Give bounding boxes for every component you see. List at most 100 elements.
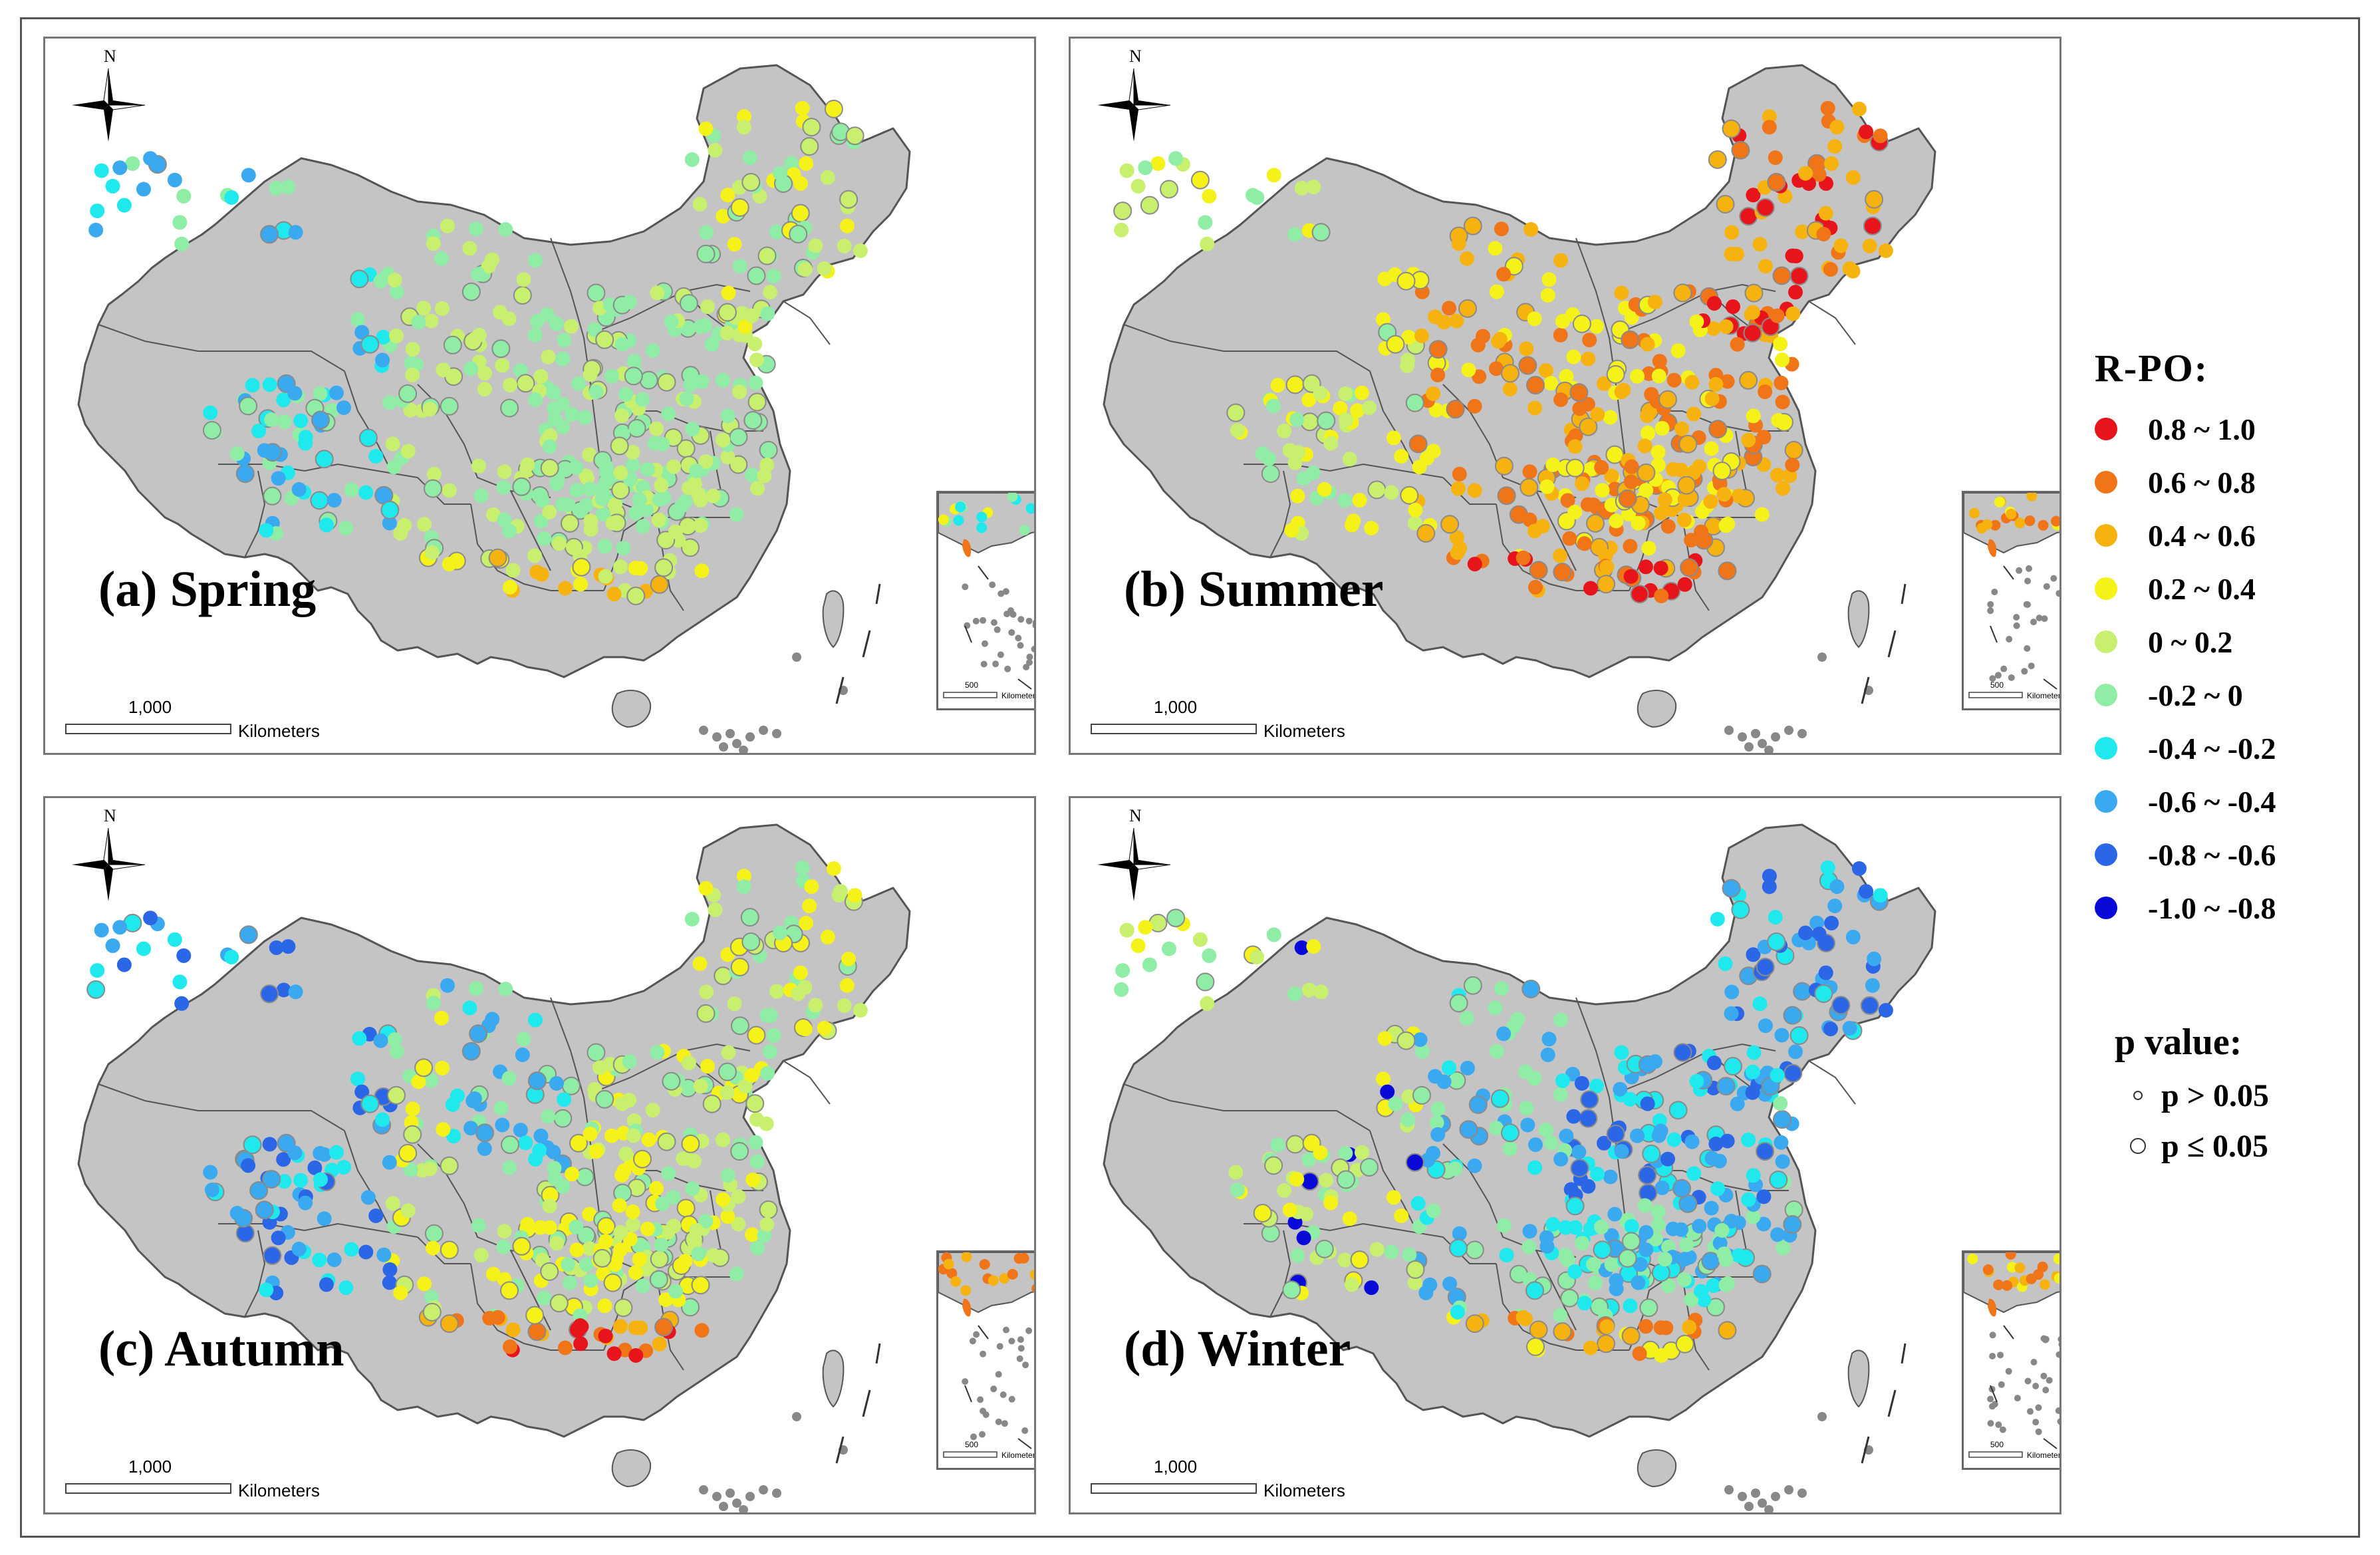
inset-island-mark — [2061, 587, 2062, 593]
station-point — [759, 1200, 778, 1219]
station-point — [1823, 1022, 1838, 1037]
station-point — [400, 444, 416, 459]
inset-island-mark — [982, 640, 988, 647]
station-point — [1426, 444, 1441, 459]
inset-island-mark — [2024, 577, 2032, 585]
station-point — [105, 178, 120, 194]
island-mark — [712, 1492, 722, 1501]
station-point — [442, 483, 457, 498]
station-point — [1842, 261, 1857, 276]
station-point — [136, 182, 151, 197]
station-point — [1261, 464, 1280, 484]
station-point — [837, 238, 852, 253]
station-point — [845, 126, 864, 146]
station-point — [1396, 1031, 1416, 1050]
station-point — [1618, 489, 1637, 508]
province-boundary — [1244, 463, 1444, 478]
station-point — [1470, 337, 1486, 353]
station-point — [1467, 557, 1482, 572]
station-point — [651, 512, 666, 527]
station-point — [721, 285, 736, 301]
inset-station-point — [2053, 1253, 2059, 1264]
inset-station-point — [1025, 503, 1034, 514]
station-point — [389, 328, 404, 343]
station-point — [1416, 523, 1436, 543]
station-point — [462, 1000, 477, 1016]
station-point — [382, 1155, 397, 1170]
province-boundary — [344, 370, 392, 472]
station-point — [1396, 271, 1416, 291]
station-point — [1639, 1224, 1654, 1240]
station-point — [1459, 251, 1474, 266]
station-point — [360, 335, 380, 354]
station-point — [1623, 539, 1638, 554]
station-point — [1461, 362, 1476, 378]
station-point — [542, 1199, 557, 1214]
inset-station-point — [938, 514, 949, 525]
station-point — [1414, 328, 1429, 343]
station-point — [1647, 295, 1662, 310]
station-point — [706, 1248, 721, 1263]
station-point — [1867, 951, 1882, 966]
station-point — [317, 1211, 332, 1226]
inset-station-point — [2014, 1262, 2026, 1274]
station-point — [502, 1160, 517, 1175]
station-point — [572, 557, 591, 577]
station-point — [1865, 190, 1884, 209]
station-point — [350, 1071, 365, 1087]
inset-island-mark — [2027, 1408, 2034, 1415]
station-point — [477, 1141, 492, 1157]
station-point — [436, 1122, 451, 1137]
station-point — [654, 478, 669, 493]
station-point — [1522, 1224, 1537, 1239]
station-point — [516, 1032, 531, 1047]
station-point — [1722, 119, 1741, 138]
station-point — [1355, 1145, 1369, 1160]
legend-class-label: 0.8 ~ 1.0 — [2148, 412, 2256, 446]
station-point — [1337, 1252, 1353, 1268]
station-point — [624, 366, 643, 386]
island-mark — [1817, 652, 1827, 662]
station-point — [1119, 922, 1134, 938]
station-point — [1496, 1026, 1512, 1042]
inset-island-mark — [977, 1396, 984, 1403]
inset-island-mark — [1021, 1427, 1029, 1434]
station-point — [1488, 241, 1503, 256]
inset-island-mark — [962, 583, 969, 591]
inset-island-mark — [2057, 1418, 2059, 1425]
inset-island-mark — [1031, 645, 1034, 652]
inset-station-point — [1976, 523, 1988, 534]
maritime-boundary — [1887, 630, 1897, 658]
station-point — [1521, 980, 1541, 998]
station-point — [598, 1234, 613, 1249]
inset-station-point — [2038, 519, 2049, 531]
station-point — [679, 391, 694, 406]
r-po-legend: R-PO: 0.8 ~ 1.0 0.6 ~ 0.8 0.4 ~ 0.6 0.2 ~ 0… — [2095, 346, 2276, 934]
station-point — [1604, 1257, 1619, 1272]
province-boundary — [1535, 490, 1577, 571]
station-point — [293, 1173, 309, 1188]
station-point — [1651, 1128, 1666, 1143]
station-point — [583, 1273, 598, 1288]
station-point — [649, 1270, 668, 1289]
station-point — [260, 225, 279, 244]
station-point — [628, 1265, 643, 1280]
station-point — [516, 374, 535, 393]
station-point — [1754, 507, 1770, 522]
station-point — [1651, 444, 1666, 460]
station-point — [749, 353, 764, 368]
province-boundary — [244, 1230, 266, 1318]
station-point — [820, 170, 835, 185]
station-point — [808, 238, 823, 253]
station-point — [1599, 559, 1615, 575]
station-point — [1739, 207, 1758, 226]
legend-swatch-icon — [2095, 418, 2117, 440]
station-point — [1746, 1168, 1761, 1183]
station-point — [172, 974, 188, 990]
station-point — [1798, 925, 1813, 940]
station-point — [338, 1280, 354, 1296]
legend-swatch-icon — [2095, 577, 2117, 600]
station-point — [841, 951, 857, 966]
legend-class: 0.6 ~ 0.8 — [2095, 456, 2276, 509]
station-point — [527, 1322, 547, 1342]
